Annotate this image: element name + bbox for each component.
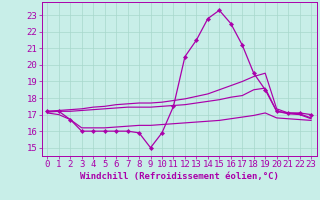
X-axis label: Windchill (Refroidissement éolien,°C): Windchill (Refroidissement éolien,°C) (80, 172, 279, 181)
